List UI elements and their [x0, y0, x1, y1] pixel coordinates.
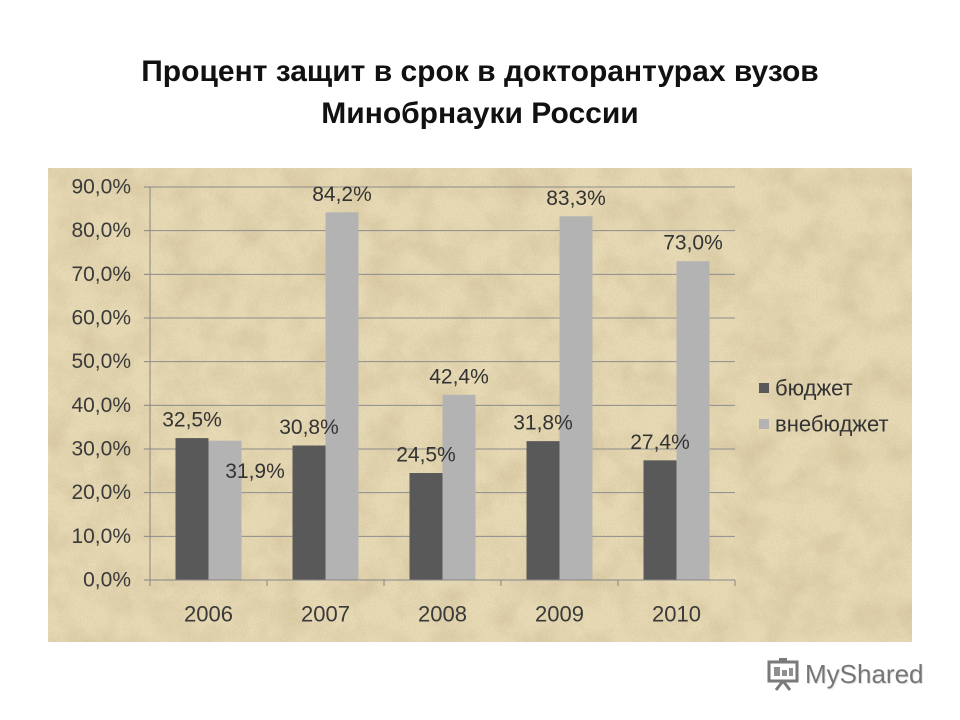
x-tick-label-2006: 2006 — [184, 602, 233, 627]
y-tick-label: 90,0% — [71, 176, 131, 199]
bar-extrabudget-2009 — [559, 216, 593, 581]
x-tick-label-2009: 2009 — [535, 602, 584, 627]
y-tick-label: 60,0% — [71, 307, 131, 330]
presentation-board-icon — [767, 658, 799, 691]
bar-extrabudget-2008 — [442, 394, 476, 580]
x-tick-label-2008: 2008 — [418, 602, 467, 627]
data-labels: 32,5% 30,8% 24,5% 31,8% 27,4% 31,9% 84,2% 42,4%… — [162, 183, 723, 483]
x-tick-label-2007: 2007 — [301, 602, 350, 627]
bar-extrabudget-2006 — [208, 440, 242, 580]
bar-budget-2009 — [526, 441, 560, 580]
y-tick-label: 30,0% — [71, 438, 131, 461]
data-label-budget-2007: 30,8% — [279, 416, 339, 439]
watermark-text: MyShared — [805, 658, 924, 689]
legend-label-budget: бюджет — [775, 376, 853, 401]
watermark: MyShared — [766, 655, 924, 693]
bar-budget-2010 — [643, 460, 677, 580]
bar-budget-2007 — [292, 445, 326, 580]
bar-extrabudget-2007 — [325, 212, 359, 580]
data-label-extrabudget-2007: 84,2% — [312, 183, 372, 206]
y-tick-label: 50,0% — [71, 350, 131, 373]
legend-swatch-budget — [759, 383, 769, 393]
data-label-extrabudget-2008: 42,4% — [429, 365, 489, 388]
y-tick-label: 0,0% — [83, 569, 131, 592]
data-label-budget-2006: 32,5% — [162, 409, 222, 432]
data-label-budget-2008: 24,5% — [396, 444, 456, 467]
data-label-budget-2009: 31,8% — [513, 412, 573, 435]
y-tick-label: 20,0% — [71, 481, 131, 504]
legend: бюджет внебюджет — [759, 376, 889, 437]
legend-label-extrabudget: внебюджет — [775, 412, 889, 437]
data-label-extrabudget-2006: 31,9% — [225, 460, 285, 483]
y-tick-label: 80,0% — [71, 219, 131, 242]
slide-title: Процент защит в срок в докторантурах вуз… — [141, 55, 819, 130]
bars — [175, 212, 710, 581]
bar-budget-2006 — [175, 438, 209, 580]
y-tick-label: 70,0% — [71, 263, 131, 286]
bar-extrabudget-2010 — [676, 261, 710, 580]
y-tick-label: 10,0% — [71, 525, 131, 548]
bar-budget-2008 — [409, 473, 443, 580]
x-tick-label-2010: 2010 — [652, 602, 701, 627]
data-label-budget-2010: 27,4% — [630, 431, 690, 454]
data-label-extrabudget-2009: 83,3% — [546, 187, 606, 210]
data-label-extrabudget-2010: 73,0% — [663, 232, 723, 255]
axes: 0,0% 10,0% 20,0% 30,0% 40,0% 50,0% 60,0% 70,0% 8… — [71, 176, 736, 627]
legend-swatch-extrabudget — [759, 419, 769, 429]
y-tick-label: 40,0% — [71, 394, 131, 417]
